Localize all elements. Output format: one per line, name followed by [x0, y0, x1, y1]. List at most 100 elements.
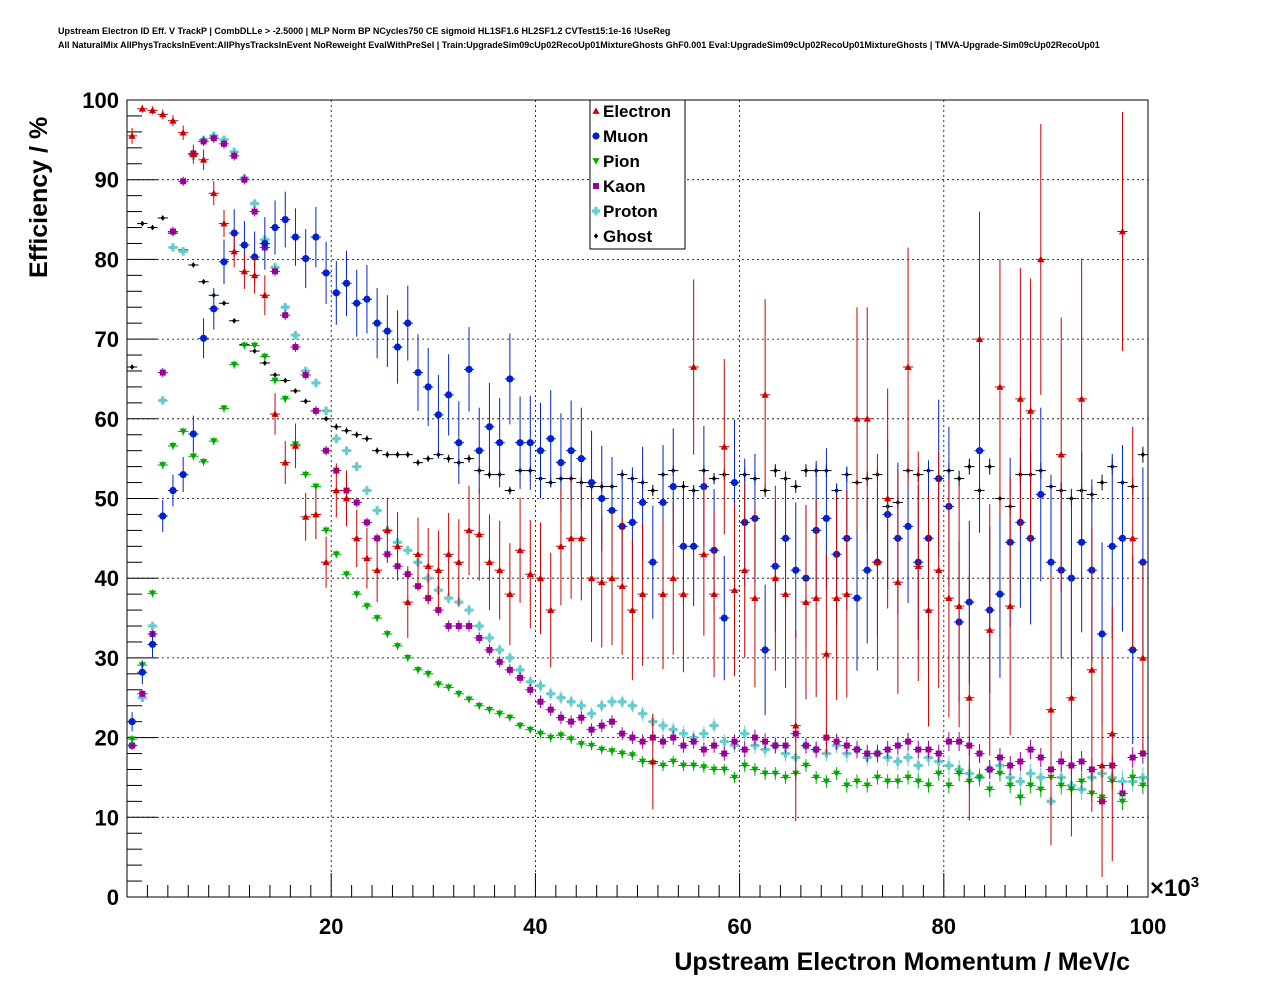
- point-kaon: [772, 742, 779, 749]
- point-kaon: [945, 738, 952, 745]
- point-electron: [128, 132, 136, 139]
- point-muon: [761, 646, 769, 654]
- point-kaon: [884, 746, 891, 753]
- point-kaon: [272, 268, 279, 275]
- point-proton: [1005, 773, 1015, 782]
- point-ghost: [160, 215, 165, 221]
- y-tick-label: 100: [82, 88, 119, 113]
- legend-label-proton: Proton: [603, 202, 658, 221]
- point-electron: [138, 105, 146, 112]
- point-pion: [822, 778, 830, 786]
- point-pion: [445, 684, 453, 691]
- point-electron: [1006, 602, 1014, 609]
- point-pion: [148, 590, 157, 597]
- point-electron: [812, 594, 820, 602]
- point-electron: [741, 566, 749, 574]
- point-kaon: [476, 634, 483, 641]
- point-ghost: [252, 348, 257, 354]
- series-muon: [127, 191, 1148, 744]
- point-kaon: [802, 742, 809, 749]
- point-electron: [475, 530, 483, 538]
- point-pion: [710, 766, 718, 774]
- point-electron: [873, 558, 882, 566]
- point-muon: [485, 423, 494, 431]
- point-electron: [516, 546, 524, 554]
- point-kaon: [843, 742, 850, 749]
- point-electron: [424, 562, 432, 570]
- point-electron: [781, 590, 790, 598]
- point-electron: [608, 574, 616, 582]
- point-muon: [608, 506, 616, 515]
- x-tick-label: 100: [1130, 914, 1167, 939]
- point-muon: [1098, 630, 1106, 638]
- legend: Electron Muon Pion Kaon Proton Ghost: [589, 99, 686, 250]
- series-pion: [127, 341, 1148, 811]
- y-tick-label: 30: [95, 646, 119, 671]
- point-kaon: [1027, 746, 1034, 753]
- point-kaon: [639, 738, 646, 745]
- x-tick-label: 40: [523, 914, 547, 939]
- point-electron: [935, 566, 943, 574]
- point-kaon: [629, 734, 636, 741]
- point-pion: [843, 782, 851, 790]
- point-proton: [903, 753, 913, 762]
- point-pion: [741, 762, 749, 770]
- point-muon: [792, 566, 800, 574]
- point-proton: [556, 693, 566, 702]
- point-pion: [659, 762, 667, 770]
- point-kaon: [506, 666, 513, 673]
- point-ghost: [303, 398, 308, 405]
- point-proton: [321, 406, 331, 416]
- point-pion: [914, 778, 922, 786]
- point-proton: [372, 506, 382, 515]
- point-pion: [628, 752, 636, 759]
- point-kaon: [588, 726, 595, 733]
- point-muon: [526, 439, 534, 447]
- point-electron: [1088, 666, 1096, 673]
- point-pion: [363, 603, 371, 610]
- point-muon: [547, 435, 555, 443]
- point-electron: [567, 534, 575, 542]
- legend-label-pion: Pion: [603, 152, 640, 171]
- point-pion: [669, 758, 677, 766]
- point-muon: [822, 514, 830, 523]
- point-electron: [404, 598, 412, 605]
- point-pion: [373, 615, 381, 622]
- point-pion: [557, 732, 565, 739]
- point-kaon: [925, 746, 932, 753]
- point-electron: [975, 335, 984, 342]
- point-kaon: [210, 135, 217, 142]
- legend-marker-proton: [591, 206, 601, 216]
- point-ghost: [129, 364, 135, 370]
- point-kaon: [619, 730, 626, 737]
- point-kaon: [833, 738, 840, 745]
- point-electron: [802, 598, 810, 605]
- point-muon: [577, 455, 585, 463]
- point-ghost: [272, 372, 278, 378]
- point-pion: [853, 778, 861, 786]
- point-ghost: [191, 262, 196, 268]
- point-electron: [159, 110, 167, 118]
- point-proton: [168, 243, 178, 252]
- point-muon: [322, 269, 330, 277]
- point-electron: [251, 271, 259, 279]
- point-ghost: [967, 463, 972, 470]
- point-pion: [567, 736, 575, 743]
- point-ghost: [681, 483, 686, 490]
- point-proton: [158, 396, 167, 405]
- point-electron: [557, 542, 565, 550]
- point-kaon: [1017, 758, 1024, 765]
- point-proton: [597, 701, 606, 710]
- point-proton: [628, 701, 637, 710]
- point-electron: [281, 459, 289, 466]
- point-ghost: [425, 455, 431, 462]
- point-electron: [965, 694, 973, 701]
- point-proton: [536, 681, 545, 690]
- point-muon: [383, 327, 391, 335]
- point-muon: [506, 375, 514, 383]
- point-proton: [485, 633, 494, 643]
- y-tick-label: 50: [95, 487, 119, 512]
- point-proton: [658, 721, 668, 730]
- point-pion: [1026, 782, 1035, 790]
